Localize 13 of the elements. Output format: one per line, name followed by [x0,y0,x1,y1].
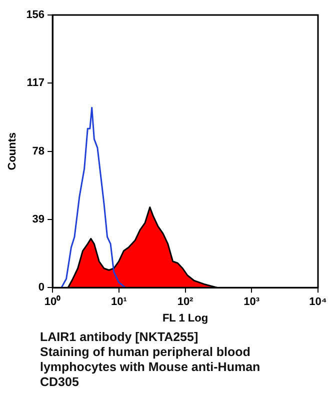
y-tick-label: 117 [26,77,45,90]
y-axis-title: Counts [6,132,19,170]
x-axis-title: FL 1 Log [162,312,208,324]
x-tick-label: 10² [177,296,194,308]
x-tick-label: 10³ [244,296,260,308]
text: LAIR1 antibody [NKTA255] Staining of human peripheral blood lymphocytes with Mouse anti-Human CD305 [40,330,262,390]
y-tick-label: 39 [32,213,45,226]
x-tick-label: 10⁴ [309,296,327,308]
x-tick-label: 10¹ [110,296,128,308]
y-tick-label: 156 [26,9,45,22]
y-tick-label: 0 [38,282,45,294]
y-tick-label: 78 [32,145,45,158]
x-tick-label: 10⁰ [44,295,61,308]
